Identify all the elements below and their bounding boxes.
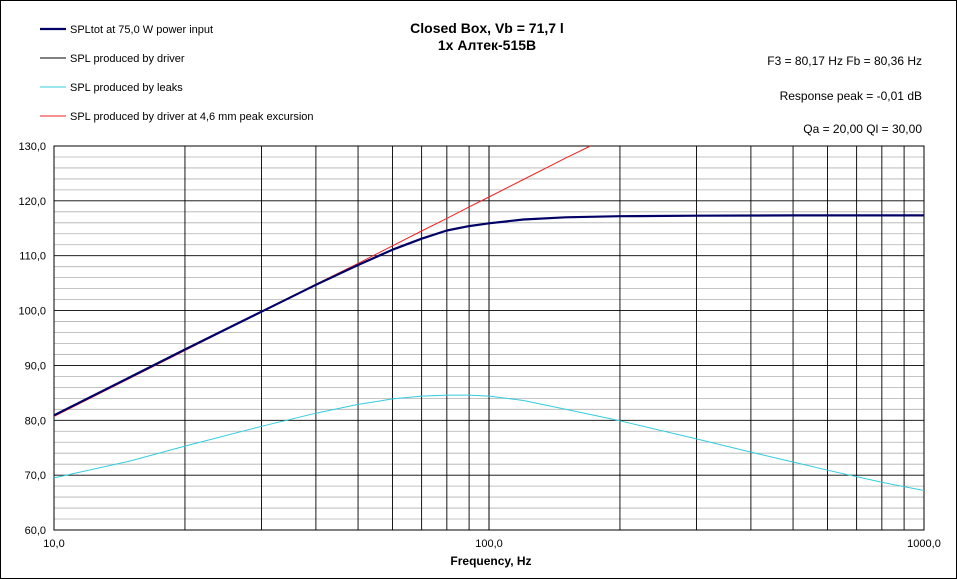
y-tick-label: 70,0 <box>25 470 46 482</box>
series-line-0 <box>53 214 924 417</box>
y-tick-label: 60,0 <box>25 525 46 537</box>
y-tick-label: 120,0 <box>18 196 46 208</box>
series-line-2 <box>53 394 925 491</box>
x-tick-labels: 10,0 100,0 1000,0 <box>43 538 941 550</box>
legend-entry: SPL produced by driver <box>70 53 185 65</box>
series-group <box>53 145 925 491</box>
grid-lines <box>53 145 925 531</box>
legend-entry: SPL produced by leaks <box>70 82 183 94</box>
legend-entry: SPL produced by driver at 4,6 mm peak ex… <box>70 111 314 123</box>
legend-entry: SPLtot at 75,0 W power input <box>70 24 213 36</box>
y-tick-label: 100,0 <box>18 306 46 318</box>
qa-ql-info: Qa = 20,00 Ql = 30,00 <box>803 122 922 136</box>
chart-subtitle: 1x Алтек-515B <box>438 37 536 53</box>
y-tick-label: 110,0 <box>19 251 46 263</box>
x-tick-label: 100,0 <box>475 538 503 550</box>
x-axis-label: Frequency, Hz <box>450 554 531 568</box>
plot-area-border <box>53 145 925 531</box>
legend: SPLtot at 75,0 W power input SPL produced… <box>40 24 314 123</box>
y-tick-label: 130,0 <box>18 141 46 153</box>
y-tick-labels: 60,0 70,0 80,0 90,0 100,0 110,0 120,0 130,0 <box>18 141 46 537</box>
f3-fb-info: F3 = 80,17 Hz Fb = 80,36 Hz <box>767 54 922 68</box>
y-tick-label: 90,0 <box>25 360 46 372</box>
chart-title: Closed Box, Vb = 71,7 l <box>410 20 564 36</box>
x-tick-label: 10,0 <box>43 538 64 550</box>
response-peak-info: Response peak = -0,01 dB <box>780 89 922 103</box>
x-tick-label: 1000,0 <box>907 538 941 550</box>
y-tick-label: 80,0 <box>25 415 46 427</box>
